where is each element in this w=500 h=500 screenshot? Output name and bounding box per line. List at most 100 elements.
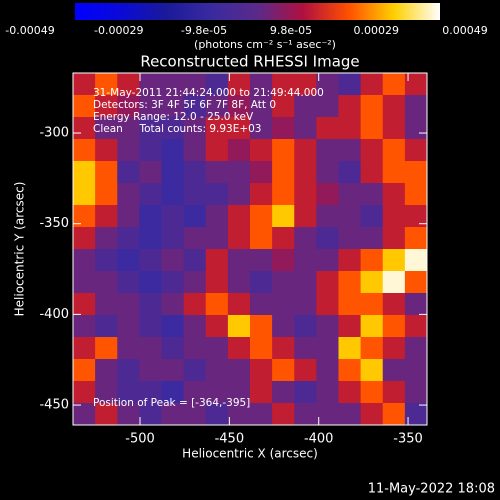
- heatmap-cell: [205, 95, 229, 118]
- heatmap-cell: [272, 95, 295, 118]
- heatmap-cell: [338, 315, 362, 338]
- y-tick-label: -350: [39, 216, 69, 231]
- heatmap-cell: [360, 117, 384, 140]
- heatmap-cell: [139, 73, 162, 96]
- x-tick-label: -450: [215, 432, 245, 447]
- heatmap-cell: [360, 315, 384, 338]
- heatmap-cell: [316, 293, 339, 316]
- heatmap-cell: [227, 227, 251, 250]
- heatmap-cell: [294, 183, 317, 206]
- heatmap-cell: [139, 161, 162, 184]
- heatmap-cell: [73, 249, 96, 272]
- heatmap-cell: [183, 73, 207, 96]
- heatmap-cell: [294, 95, 317, 118]
- heatmap-cell: [161, 139, 185, 162]
- heatmap-cell: [73, 293, 96, 316]
- heatmap-cell: [161, 381, 185, 404]
- heatmap-cell: [183, 293, 207, 316]
- heatmap-cell: [294, 293, 317, 316]
- heatmap-cell: [161, 73, 185, 96]
- heatmap-cell: [139, 183, 162, 206]
- heatmap-cell: [139, 95, 162, 118]
- heatmap-cell: [183, 161, 207, 184]
- heatmap-cell: [139, 315, 162, 338]
- heatmap-cell: [316, 315, 339, 338]
- heatmap-cell: [294, 73, 317, 96]
- heatmap-cell: [73, 403, 96, 426]
- heatmap-cell: [404, 403, 428, 426]
- heatmap-cell: [95, 117, 118, 140]
- heatmap-cell: [382, 205, 406, 228]
- heatmap-cell: [404, 95, 428, 118]
- heatmap-cell: [360, 73, 384, 96]
- heatmap-cell: [227, 95, 251, 118]
- heatmap-cell: [139, 117, 162, 140]
- heatmap-cell: [294, 403, 317, 426]
- heatmap-cell: [205, 271, 229, 294]
- colorbar: [75, 3, 440, 20]
- heatmap-cell: [250, 381, 273, 404]
- heatmap-cell: [382, 161, 406, 184]
- annotation: Detectors: 3F 4F 5F 6F 7F 8F, Att 0: [93, 99, 276, 111]
- heatmap-cell: [73, 315, 96, 338]
- heatmap-cell: [360, 95, 384, 118]
- heatmap-cell: [95, 359, 118, 382]
- heatmap-cell: [227, 117, 251, 140]
- heatmap-cell: [382, 73, 406, 96]
- heatmap-cell: [227, 315, 251, 338]
- heatmap-cell: [382, 183, 406, 206]
- heatmap-cell: [316, 227, 339, 250]
- annotation: Clean Total counts: 9.93E+03: [93, 123, 262, 135]
- heatmap-cell: [272, 117, 295, 140]
- heatmap-cell: [382, 227, 406, 250]
- heatmap-cell: [294, 359, 317, 382]
- heatmap-cell: [139, 359, 162, 382]
- heatmap-cell: [183, 95, 207, 118]
- heatmap-cell: [294, 227, 317, 250]
- heatmap-cell: [227, 381, 251, 404]
- y-axis-label: Heliocentric Y (arcsec): [13, 182, 27, 317]
- heatmap-cell: [139, 205, 162, 228]
- heatmap-cell: [95, 227, 118, 250]
- heatmap-cell: [338, 293, 362, 316]
- heatmap-cell: [227, 183, 251, 206]
- heatmap-cell: [227, 161, 251, 184]
- heatmap-cell: [183, 205, 207, 228]
- heatmap-cell: [73, 359, 96, 382]
- heatmap-cell: [250, 249, 273, 272]
- heatmap-cell: [382, 315, 406, 338]
- heatmap-cell: [382, 271, 406, 294]
- heatmap-cell: [360, 139, 384, 162]
- heatmap-cell: [360, 271, 384, 294]
- heatmap-cell: [316, 205, 339, 228]
- x-axis-label: Heliocentric X (arcsec): [182, 447, 318, 461]
- heatmap-cell: [183, 315, 207, 338]
- heatmap-cell: [316, 117, 339, 140]
- heatmap-cell: [161, 227, 185, 250]
- y-tick-label: -300: [39, 126, 69, 141]
- heatmap-cell: [95, 161, 118, 184]
- x-tick-label: -400: [304, 432, 334, 447]
- heatmap-cell: [73, 95, 96, 118]
- heatmap-cell: [250, 183, 273, 206]
- colorbar-tick-label: -9.8e-05: [181, 24, 227, 37]
- heatmap-cell: [227, 205, 251, 228]
- heatmap-cell: [272, 403, 295, 426]
- heatmap-cell: [338, 205, 362, 228]
- heatmap-cell: [117, 227, 140, 250]
- heatmap-cell: [382, 381, 406, 404]
- heatmap-cell: [205, 315, 229, 338]
- heatmap-cell: [338, 227, 362, 250]
- heatmap-cell: [95, 381, 118, 404]
- heatmap-cell: [360, 249, 384, 272]
- heatmap-cell: [161, 271, 185, 294]
- heatmap-cell: [205, 139, 229, 162]
- heatmap-cell: [205, 205, 229, 228]
- heatmap-cell: [183, 183, 207, 206]
- heatmap-cell: [272, 205, 295, 228]
- heatmap-cell: [294, 117, 317, 140]
- heatmap-cell: [250, 403, 273, 426]
- heatmap-cell: [360, 183, 384, 206]
- heatmap-cell: [404, 271, 428, 294]
- heatmap-cell: [404, 227, 428, 250]
